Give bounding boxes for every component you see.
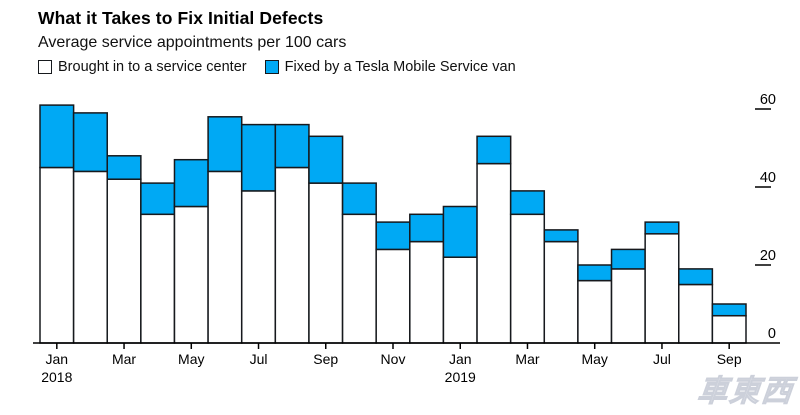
y-tick-label: 0 bbox=[768, 326, 776, 342]
y-tick-label: 40 bbox=[760, 170, 776, 186]
legend-swatch-blue bbox=[264, 60, 279, 74]
bar-segment-service-center bbox=[240, 190, 277, 344]
bar-segment-mobile-van bbox=[39, 104, 75, 169]
bar-segment-service-center bbox=[72, 170, 108, 344]
chart-header: What it Takes to Fix Initial Defects Ave… bbox=[38, 8, 346, 52]
bar-segment-mobile-van bbox=[341, 182, 377, 216]
bar-segment-service-center bbox=[308, 182, 344, 344]
x-tick-label: Jan bbox=[449, 351, 472, 367]
bar-segment-service-center bbox=[711, 314, 747, 344]
bar-segment-service-center bbox=[442, 256, 478, 344]
bar-segment-service-center bbox=[341, 213, 377, 344]
bar-segment-service-center bbox=[678, 283, 714, 344]
x-tick-label: Mar bbox=[515, 351, 539, 367]
x-year-label: 2018 bbox=[41, 369, 72, 385]
bar-segment-service-center bbox=[274, 166, 310, 344]
watermark: 車東西 bbox=[695, 375, 796, 409]
x-tick-label: Nov bbox=[381, 351, 406, 367]
x-tick-label: Jan bbox=[46, 351, 69, 367]
bar-segment-service-center bbox=[509, 213, 546, 344]
bar-segment-mobile-van bbox=[678, 268, 714, 286]
bar-segment-mobile-van bbox=[308, 135, 344, 184]
bar-segment-service-center bbox=[577, 279, 613, 344]
bar-segment-mobile-van bbox=[711, 303, 747, 317]
bar-segment-service-center bbox=[140, 213, 176, 344]
x-tick-label: Mar bbox=[112, 351, 136, 367]
bar-segment-mobile-van bbox=[577, 264, 613, 282]
bar-segment-mobile-van bbox=[476, 135, 512, 165]
bar-segment-mobile-van bbox=[72, 112, 108, 173]
bar-segment-mobile-van bbox=[610, 248, 646, 270]
bar-segment-mobile-van bbox=[274, 123, 310, 169]
bar-segment-service-center bbox=[610, 268, 646, 344]
x-year-label: 2019 bbox=[445, 369, 476, 385]
x-tick-label: Sep bbox=[313, 351, 338, 367]
bar-segment-mobile-van bbox=[509, 190, 546, 216]
bar-segment-service-center bbox=[409, 240, 445, 344]
bar-segment-mobile-van bbox=[442, 205, 478, 258]
bar-segment-mobile-van bbox=[240, 123, 277, 192]
legend-label-mobile-van: Fixed by a Tesla Mobile Service van bbox=[284, 59, 516, 75]
bar-segment-service-center bbox=[207, 170, 243, 344]
bar-segment-mobile-van bbox=[173, 158, 209, 208]
bar-segment-service-center bbox=[173, 205, 209, 344]
bar-segment-service-center bbox=[106, 178, 142, 344]
legend-swatch-white bbox=[38, 60, 52, 74]
y-tick-label: 60 bbox=[760, 92, 776, 108]
bar-segment-mobile-van bbox=[140, 182, 176, 216]
bar-segment-mobile-van bbox=[644, 221, 680, 235]
bar-segment-service-center bbox=[476, 162, 512, 344]
legend-label-service-center: Brought in to a service center bbox=[58, 59, 247, 75]
bar-segment-mobile-van bbox=[543, 229, 579, 243]
bar-segment-service-center bbox=[375, 248, 411, 344]
x-tick-label: May bbox=[581, 351, 607, 367]
x-tick-label: Jul bbox=[653, 351, 671, 367]
bar-segment-service-center bbox=[39, 166, 75, 344]
bar-segment-mobile-van bbox=[375, 221, 411, 251]
chart-subtitle: Average service appointments per 100 car… bbox=[38, 34, 347, 51]
y-tick-label: 20 bbox=[760, 248, 776, 264]
bar-segment-service-center bbox=[644, 233, 680, 344]
bar-segment-mobile-van bbox=[409, 213, 445, 243]
x-tick-label: Sep bbox=[717, 351, 742, 367]
legend-item-mobile-van: Fixed by a Tesla Mobile Service van bbox=[264, 59, 516, 75]
bar-segment-service-center bbox=[543, 240, 579, 344]
legend: Brought in to a service center Fixed by … bbox=[38, 59, 516, 75]
chart-title: What it Takes to Fix Initial Defects bbox=[38, 8, 324, 28]
x-tick-label: Jul bbox=[250, 351, 268, 367]
bar-segment-mobile-van bbox=[207, 116, 243, 173]
legend-item-service-center: Brought in to a service center bbox=[38, 59, 247, 75]
x-tick-label: May bbox=[178, 351, 204, 367]
bar-segment-mobile-van bbox=[106, 155, 142, 180]
